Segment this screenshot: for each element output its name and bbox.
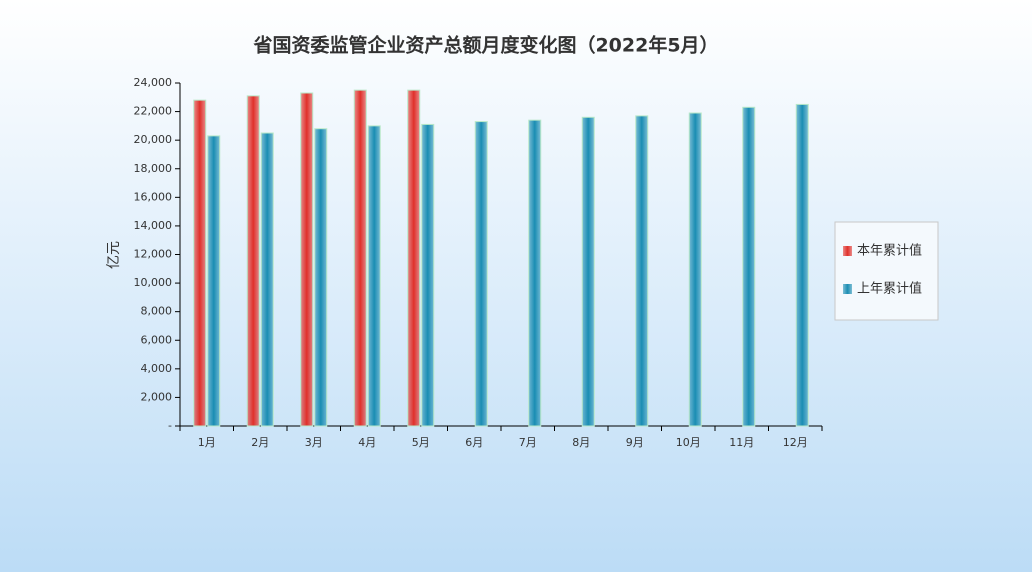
bar bbox=[474, 121, 488, 427]
y-tick-label: 8,000 bbox=[141, 305, 173, 318]
x-tick-label: 11月 bbox=[729, 436, 754, 449]
x-tick-label: 7月 bbox=[519, 436, 537, 449]
bar bbox=[407, 89, 421, 427]
bar bbox=[742, 106, 756, 427]
bar bbox=[260, 132, 274, 427]
x-tick-label: 4月 bbox=[358, 436, 376, 449]
bar bbox=[635, 115, 649, 427]
y-tick-label: - bbox=[168, 419, 172, 432]
y-tick-label: 12,000 bbox=[134, 248, 173, 261]
y-tick-label: 18,000 bbox=[134, 162, 173, 175]
bar bbox=[193, 99, 207, 427]
x-tick-label: 5月 bbox=[412, 436, 430, 449]
x-tick-label: 12月 bbox=[783, 436, 808, 449]
x-tick-label: 8月 bbox=[572, 436, 590, 449]
x-tick-label: 10月 bbox=[676, 436, 701, 449]
legend-swatch bbox=[843, 246, 852, 256]
legend-label: 上年累计值 bbox=[857, 281, 922, 297]
y-tick-label: 10,000 bbox=[134, 276, 173, 289]
legend-swatch bbox=[843, 284, 852, 294]
bar bbox=[300, 92, 314, 427]
y-tick-label: 20,000 bbox=[134, 133, 173, 146]
x-tick-label: 6月 bbox=[465, 436, 483, 449]
legend-label: 本年累计值 bbox=[857, 243, 922, 259]
bar bbox=[353, 89, 367, 427]
y-axis-label: 亿元 bbox=[106, 241, 122, 269]
y-tick-label: 22,000 bbox=[134, 105, 173, 118]
y-tick-label: 16,000 bbox=[134, 190, 173, 203]
x-tick-label: 2月 bbox=[251, 436, 269, 449]
y-tick-label: 2,000 bbox=[141, 390, 173, 403]
bar bbox=[367, 125, 381, 427]
x-tick-label: 3月 bbox=[305, 436, 323, 449]
y-tick-label: 6,000 bbox=[141, 333, 173, 346]
x-tick-label: 9月 bbox=[626, 436, 644, 449]
bar bbox=[581, 116, 595, 427]
bar bbox=[207, 135, 221, 427]
legend-box bbox=[834, 221, 939, 321]
bar bbox=[688, 112, 702, 427]
bar bbox=[795, 103, 809, 427]
y-tick-label: 14,000 bbox=[134, 219, 173, 232]
bar bbox=[528, 119, 542, 427]
y-tick-label: 24,000 bbox=[134, 76, 173, 89]
y-tick-label: 4,000 bbox=[141, 362, 173, 375]
bar bbox=[246, 95, 260, 427]
bar bbox=[421, 123, 435, 427]
chart-title: 省国资委监管企业资产总额月度变化图（2022年5月） bbox=[252, 34, 718, 57]
x-tick-label: 1月 bbox=[198, 436, 216, 449]
bar bbox=[314, 128, 328, 427]
